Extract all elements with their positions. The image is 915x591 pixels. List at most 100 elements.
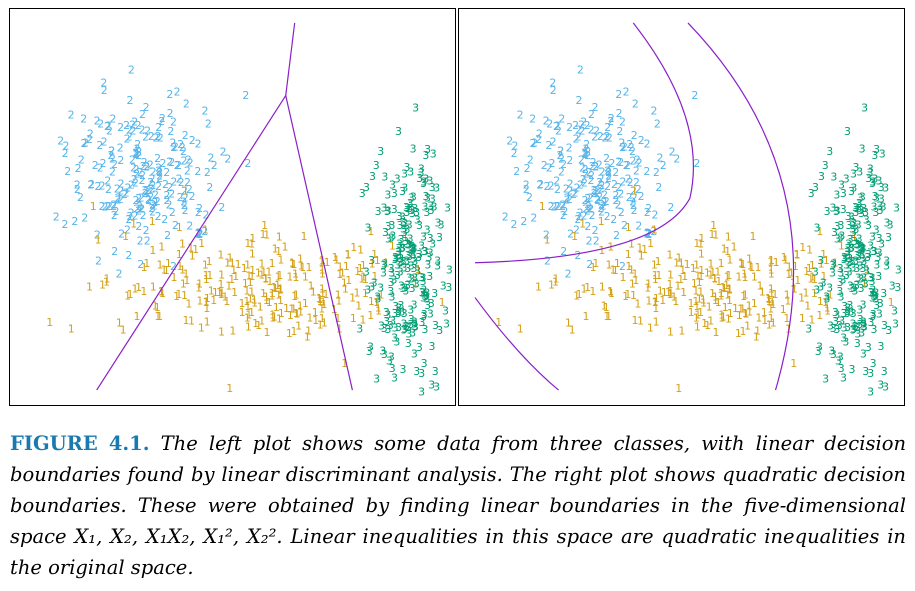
data-point-class-3: 3 bbox=[442, 305, 449, 318]
data-point-class-2: 2 bbox=[135, 192, 142, 205]
data-point-class-2: 2 bbox=[111, 158, 118, 171]
data-point-class-1: 1 bbox=[369, 257, 376, 270]
data-point-class-3: 3 bbox=[418, 240, 425, 253]
data-point-class-2: 2 bbox=[150, 179, 157, 192]
data-point-class-1: 1 bbox=[645, 294, 652, 307]
data-point-class-1: 1 bbox=[350, 241, 357, 254]
data-point-class-2: 2 bbox=[619, 260, 626, 273]
data-point-class-1: 1 bbox=[727, 307, 734, 320]
data-point-class-1: 1 bbox=[341, 357, 348, 370]
data-point-class-1: 1 bbox=[641, 243, 648, 256]
data-point-class-1: 1 bbox=[746, 253, 753, 266]
data-point-class-3: 3 bbox=[418, 367, 425, 380]
data-point-class-1: 1 bbox=[183, 274, 190, 287]
data-point-class-2: 2 bbox=[172, 219, 179, 232]
data-point-class-1: 1 bbox=[258, 258, 265, 271]
data-point-class-1: 1 bbox=[187, 241, 194, 254]
data-point-class-1: 1 bbox=[235, 258, 242, 271]
data-point-class-3: 3 bbox=[416, 219, 423, 232]
data-point-class-3: 3 bbox=[859, 248, 866, 261]
data-point-class-1: 1 bbox=[761, 314, 768, 327]
data-point-class-3: 3 bbox=[380, 266, 387, 279]
data-point-class-1: 1 bbox=[293, 289, 300, 302]
data-point-class-1: 1 bbox=[182, 185, 189, 198]
data-point-class-3: 3 bbox=[424, 143, 431, 156]
data-point-class-2: 2 bbox=[145, 193, 152, 206]
data-point-class-2: 2 bbox=[195, 226, 202, 239]
figure-caption: FIGURE 4.1. The left plot shows some dat… bbox=[10, 428, 906, 583]
data-point-class-2: 2 bbox=[62, 140, 69, 153]
data-point-class-2: 2 bbox=[150, 165, 157, 178]
data-point-class-2: 2 bbox=[139, 123, 146, 136]
data-point-class-3: 3 bbox=[428, 378, 435, 391]
data-point-class-3: 3 bbox=[850, 261, 857, 274]
data-point-class-2: 2 bbox=[584, 220, 591, 233]
data-point-class-2: 2 bbox=[584, 192, 591, 205]
data-point-class-3: 3 bbox=[857, 191, 864, 204]
data-point-class-3: 3 bbox=[871, 290, 878, 303]
data-point-class-1: 1 bbox=[785, 322, 792, 335]
data-point-class-1: 1 bbox=[159, 287, 166, 300]
data-point-class-1: 1 bbox=[614, 257, 621, 270]
data-point-class-3: 3 bbox=[434, 259, 441, 272]
data-point-class-1: 1 bbox=[317, 295, 324, 308]
data-point-class-2: 2 bbox=[638, 190, 645, 203]
data-point-class-1: 1 bbox=[552, 272, 559, 285]
data-point-class-3: 3 bbox=[830, 171, 837, 184]
data-point-class-3: 3 bbox=[840, 372, 847, 385]
data-point-class-1: 1 bbox=[690, 262, 697, 275]
data-point-class-1: 1 bbox=[671, 291, 678, 304]
data-point-class-2: 2 bbox=[548, 179, 555, 192]
data-point-class-1: 1 bbox=[262, 273, 269, 286]
data-point-class-2: 2 bbox=[587, 174, 594, 187]
data-point-class-2: 2 bbox=[577, 179, 584, 192]
data-point-class-2: 2 bbox=[592, 101, 599, 114]
data-point-class-3: 3 bbox=[420, 230, 427, 243]
data-point-class-1: 1 bbox=[652, 273, 659, 286]
data-point-class-1: 1 bbox=[698, 248, 705, 261]
data-point-class-3: 3 bbox=[859, 253, 866, 266]
data-point-class-1: 1 bbox=[152, 300, 159, 313]
data-point-class-1: 1 bbox=[722, 301, 729, 314]
data-point-class-3: 3 bbox=[860, 316, 867, 329]
data-point-class-3: 3 bbox=[876, 175, 883, 188]
data-point-class-2: 2 bbox=[111, 245, 118, 258]
data-point-class-3: 3 bbox=[869, 176, 876, 189]
data-point-class-1: 1 bbox=[832, 256, 839, 269]
data-point-class-3: 3 bbox=[837, 262, 844, 275]
data-point-class-3: 3 bbox=[876, 199, 883, 212]
data-point-class-1: 1 bbox=[675, 382, 682, 395]
data-point-class-1: 1 bbox=[824, 301, 831, 314]
data-point-class-3: 3 bbox=[816, 340, 823, 353]
data-point-class-1: 1 bbox=[415, 263, 422, 276]
data-point-class-1: 1 bbox=[809, 271, 816, 284]
data-point-class-1: 1 bbox=[120, 323, 127, 336]
data-point-class-2: 2 bbox=[558, 166, 565, 179]
data-point-class-3: 3 bbox=[392, 300, 399, 313]
data-point-class-1: 1 bbox=[225, 279, 232, 292]
data-point-class-3: 3 bbox=[421, 290, 428, 303]
data-point-class-2: 2 bbox=[566, 121, 573, 134]
data-point-class-1: 1 bbox=[838, 239, 845, 252]
data-point-class-3: 3 bbox=[841, 252, 848, 265]
data-point-class-1: 1 bbox=[768, 263, 775, 276]
data-point-class-2: 2 bbox=[170, 176, 177, 189]
data-point-class-3: 3 bbox=[397, 219, 404, 232]
data-point-class-3: 3 bbox=[373, 159, 380, 172]
data-point-class-1: 1 bbox=[673, 257, 680, 270]
figure-label: FIGURE bbox=[10, 432, 98, 455]
data-point-class-3: 3 bbox=[412, 101, 419, 114]
data-point-class-3: 3 bbox=[882, 381, 889, 394]
data-point-class-1: 1 bbox=[726, 283, 733, 296]
data-point-class-3: 3 bbox=[381, 322, 388, 335]
data-point-class-2: 2 bbox=[134, 142, 141, 155]
data-point-class-1: 1 bbox=[141, 261, 148, 274]
data-point-class-1: 1 bbox=[711, 273, 718, 286]
data-point-class-1: 1 bbox=[709, 228, 716, 241]
data-point-class-3: 3 bbox=[878, 192, 885, 205]
data-point-class-2: 2 bbox=[655, 181, 662, 194]
data-point-class-3: 3 bbox=[853, 161, 860, 174]
data-point-class-3: 3 bbox=[841, 321, 848, 334]
data-point-class-3: 3 bbox=[805, 322, 812, 335]
data-point-class-3: 3 bbox=[411, 242, 418, 255]
